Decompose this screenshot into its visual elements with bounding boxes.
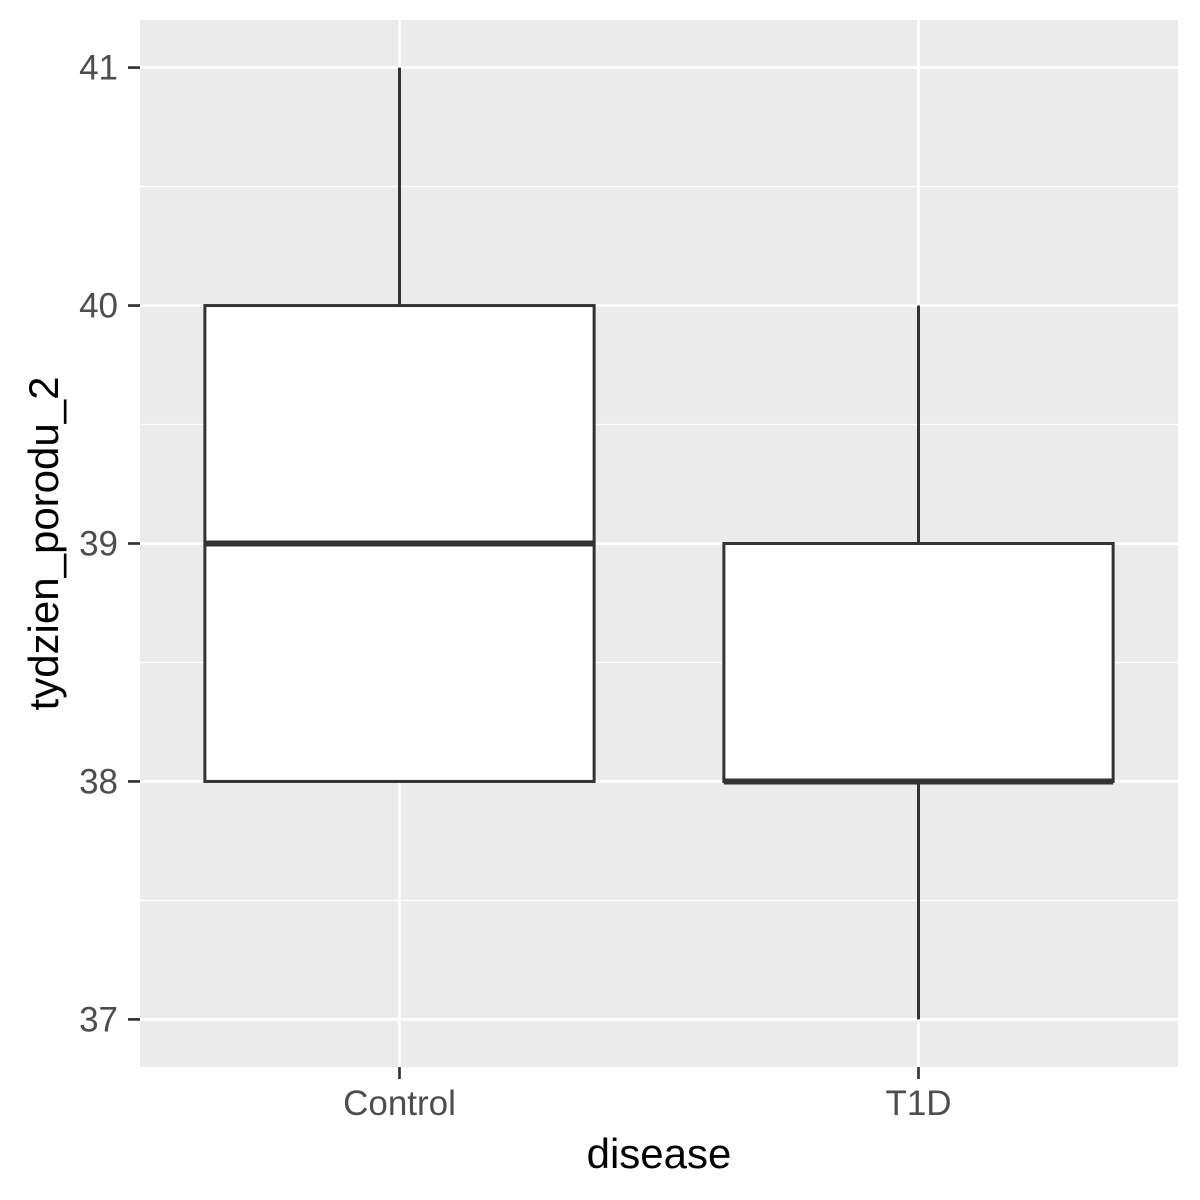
y-tick-label: 38 xyxy=(79,762,118,801)
y-axis-title: tydzien_porodu_2 xyxy=(20,377,67,711)
y-tick-label: 41 xyxy=(79,49,118,88)
x-axis-title: disease xyxy=(587,1130,732,1177)
x-tick-label: Control xyxy=(343,1084,456,1123)
y-axis: 37 38 39 40 41 xyxy=(79,49,140,1039)
box-group-t1d xyxy=(722,305,1115,1020)
box-iqr xyxy=(722,542,1115,783)
x-tick-label: T1D xyxy=(885,1084,951,1123)
x-axis: Control T1D xyxy=(343,1067,952,1123)
y-tick-label: 37 xyxy=(79,1000,118,1039)
boxes-layer xyxy=(203,67,1115,1020)
y-tick-label: 39 xyxy=(79,525,118,564)
box-group-control xyxy=(203,67,596,783)
y-tick-label: 40 xyxy=(79,287,118,326)
